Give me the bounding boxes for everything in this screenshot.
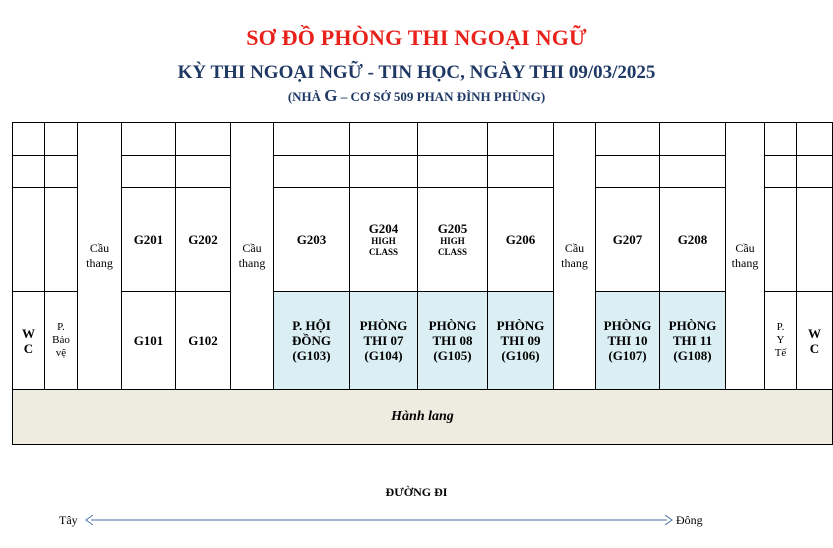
blank-cell [796,122,833,156]
wc-left: W C [12,291,45,390]
blank-cell [417,155,488,188]
blank-cell [121,155,176,188]
blank-cell [659,122,726,156]
location-suffix: – CƠ SỞ 509 PHAN ĐÌNH PHÙNG) [337,89,546,104]
blank-cell [764,122,797,156]
room-g101: G101 [121,291,176,390]
blank-cell [764,187,797,292]
blank-cell [273,122,350,156]
council-room: P. HỘI ĐỒNG (G103) [273,291,350,390]
location-building: G [324,86,338,105]
room-g204: G204 HIGH CLASS [349,187,418,292]
exam-room-07: PHÒNG THI 07 (G104) [349,291,418,390]
blank-cell [12,187,45,292]
page-title: SƠ ĐỒ PHÒNG THI NGOẠI NGỮ [246,25,587,50]
room-g205: G205 HIGH CLASS [417,187,488,292]
west-label: Tây [59,513,78,527]
blank-cell [44,187,78,292]
room-g207: G207 [595,187,660,292]
stairs-right: Cầu thang [725,122,765,390]
wc-right: W C [796,291,833,390]
stairs-left: Cầu thang [77,122,122,390]
exam-room-10-label: PHÒNG THI 10 (G107) [603,318,652,363]
wc-right-label: W C [808,325,821,356]
room-g204-note: HIGH CLASS [368,236,398,257]
exam-room-11-label: PHÒNG THI 11 (G108) [668,318,717,363]
exam-room-09: PHÒNG THI 09 (G106) [487,291,554,390]
corridor: Hành lang [12,389,833,445]
blank-cell [595,155,660,188]
room-g206: G206 [487,187,554,292]
blank-cell [595,122,660,156]
wc-left-label: W C [22,325,35,356]
blank-cell [175,155,231,188]
room-g205-label: G205 [437,221,468,236]
blank-cell [659,155,726,188]
blank-cell [44,155,78,188]
exam-subtitle: KỲ THI NGOẠI NGỮ - TIN HỌC, NGÀY THI 09/… [177,62,656,83]
blank-cell [273,155,350,188]
blank-cell [796,187,833,292]
room-g203: G203 [273,187,350,292]
road-label: ĐƯỜNG ĐI [385,485,448,499]
blank-cell [12,155,45,188]
blank-cell [764,155,797,188]
exam-room-09-label: PHÒNG THI 09 (G106) [496,318,545,363]
room-g201: G201 [121,187,176,292]
blank-cell [796,155,833,188]
blank-cell [175,122,231,156]
stairs-mid-2: Cầu thang [553,122,596,390]
council-room-label: P. HỘI ĐỒNG (G103) [292,318,331,363]
exam-room-11: PHÒNG THI 11 (G108) [659,291,726,390]
room-g208: G208 [659,187,726,292]
location-subtitle: (NHÀ G – CƠ SỞ 509 PHAN ĐÌNH PHÙNG) [0,86,833,106]
exam-room-08: PHÒNG THI 08 (G105) [417,291,488,390]
room-g102: G102 [175,291,231,390]
security-room: P. Bảo vệ [44,291,78,390]
double-arrow-icon [85,514,673,526]
medical-room: P. Y Tế [764,291,797,390]
blank-cell [487,155,554,188]
blank-cell [487,122,554,156]
location-prefix: (NHÀ [287,89,325,104]
blank-cell [12,122,45,156]
exam-room-10: PHÒNG THI 10 (G107) [595,291,660,390]
blank-cell [44,122,78,156]
stairs-mid-1: Cầu thang [230,122,274,390]
blank-cell [417,122,488,156]
medical-room-label: P. Y Tế [774,321,787,359]
blank-cell [121,122,176,156]
room-g204-label: G204 [368,221,399,236]
exam-room-08-label: PHÒNG THI 08 (G105) [428,318,477,363]
security-room-label: P. Bảo vệ [52,321,70,359]
exam-room-07-label: PHÒNG THI 07 (G104) [359,318,408,363]
blank-cell [349,155,418,188]
blank-cell [349,122,418,156]
room-g202: G202 [175,187,231,292]
east-label: Đông [676,513,703,527]
room-g205-note: HIGH CLASS [437,236,467,257]
